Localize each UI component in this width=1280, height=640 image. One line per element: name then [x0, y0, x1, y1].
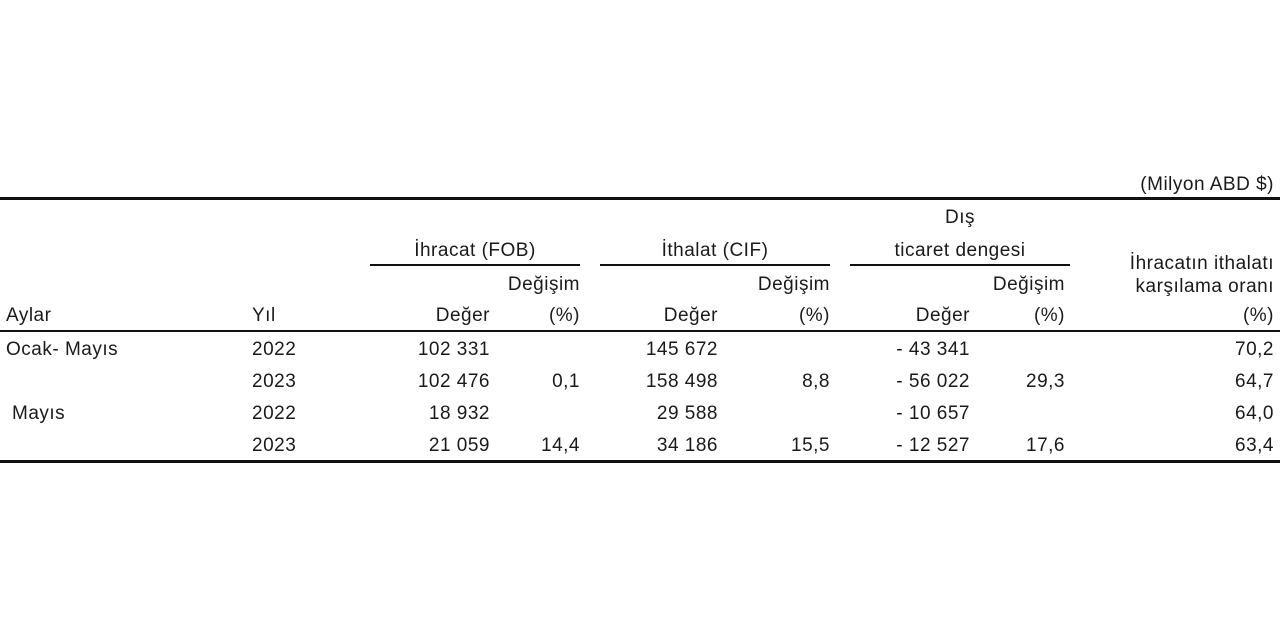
row-period: Ocak- Mayıs — [6, 339, 119, 360]
row-balance-value: - 12 527 — [896, 435, 970, 456]
row-period: Mayıs — [12, 403, 66, 424]
imports-percent-header: (%) — [798, 305, 830, 326]
coverage-percent-header: (%) — [1242, 305, 1274, 326]
row-year: 2023 — [252, 371, 297, 392]
row-coverage: 70,2 — [1235, 339, 1274, 360]
row-imports-value: 145 672 — [645, 339, 718, 360]
imports-header-underline — [600, 264, 830, 266]
imports-value-header: Değer — [663, 305, 718, 326]
row-coverage: 63,4 — [1235, 435, 1274, 456]
row-coverage: 64,7 — [1235, 371, 1274, 392]
row-exports-value: 102 331 — [417, 339, 490, 360]
exports-header-underline — [370, 264, 580, 266]
table-top-rule — [0, 197, 1280, 200]
exports-change-label: Değişim — [507, 274, 580, 295]
row-exports-value: 21 059 — [428, 435, 490, 456]
coverage-header-line2: karşılama oranı — [1135, 276, 1274, 297]
unit-note: (Milyon ABD $) — [1140, 174, 1274, 195]
exports-header: İhracat (FOB) — [414, 240, 536, 261]
row-balance-value: - 43 341 — [896, 339, 970, 360]
row-imports-value: 158 498 — [645, 371, 718, 392]
row-balance-value: - 10 657 — [896, 403, 970, 424]
row-imports-change: 8,8 — [802, 371, 830, 392]
year-column-header: Yıl — [252, 305, 276, 326]
row-coverage: 64,0 — [1235, 403, 1274, 424]
balance-change-label: Değişim — [992, 274, 1065, 295]
balance-value-header: Değer — [915, 305, 970, 326]
row-exports-value: 102 476 — [417, 371, 490, 392]
balance-percent-header: (%) — [1033, 305, 1065, 326]
header-bottom-rule — [0, 330, 1280, 332]
balance-header-underline — [850, 264, 1070, 266]
row-balance-change: 17,6 — [1026, 435, 1065, 456]
exports-percent-header: (%) — [548, 305, 580, 326]
row-year: 2023 — [252, 435, 297, 456]
row-balance-change: 29,3 — [1026, 371, 1065, 392]
coverage-header-line1: İhracatın ithalatı — [1129, 253, 1274, 274]
row-imports-change: 15,5 — [791, 435, 830, 456]
balance-header-line1: Dış — [945, 207, 975, 228]
row-imports-value: 34 186 — [656, 435, 718, 456]
row-exports-change: 0,1 — [552, 371, 580, 392]
row-balance-value: - 56 022 — [896, 371, 970, 392]
row-year: 2022 — [252, 339, 297, 360]
imports-header: İthalat (CIF) — [661, 240, 769, 261]
balance-header-line2: ticaret dengesi — [894, 240, 1026, 261]
row-exports-value: 18 932 — [428, 403, 490, 424]
row-year: 2022 — [252, 403, 297, 424]
table-bottom-rule — [0, 460, 1280, 463]
row-imports-value: 29 588 — [656, 403, 718, 424]
row-exports-change: 14,4 — [541, 435, 580, 456]
imports-change-label: Değişim — [757, 274, 830, 295]
months-column-header: Aylar — [6, 305, 52, 326]
exports-value-header: Değer — [435, 305, 490, 326]
